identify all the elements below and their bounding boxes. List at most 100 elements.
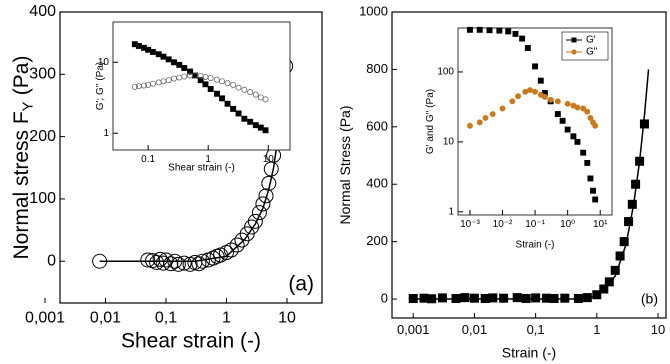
data-point: [505, 28, 512, 35]
x-tick-label: 1: [593, 322, 600, 337]
data-point: [512, 293, 522, 303]
x-tick-label: 0,001: [397, 322, 430, 337]
x-tick-label: 10⁻²: [493, 219, 513, 230]
y-axis-label-sub: Y: [20, 101, 36, 111]
data-point: [488, 293, 498, 303]
data-point: [223, 242, 239, 258]
y-tick-label: 300: [29, 66, 56, 83]
x-tick-label: 10⁰: [560, 219, 575, 230]
y-axis-label-unit: (Pa): [10, 56, 33, 96]
data-point: [560, 293, 570, 303]
data-point: [165, 56, 172, 63]
x-tick-label: 0,01: [462, 322, 487, 337]
data-point: [255, 196, 271, 212]
data-point: [224, 100, 231, 107]
panel: 0.1 1 10 1 10 Shear strain (-) G'; G'' (Pa): [95, 21, 291, 174]
annotation: (b): [641, 291, 658, 307]
data-point: [592, 290, 602, 300]
data-point: [486, 27, 493, 34]
data-point: [541, 93, 548, 100]
data-point: [262, 96, 269, 103]
x-tick-label: 0,1: [155, 309, 177, 326]
data-point: [624, 217, 634, 227]
data-point: [207, 86, 214, 92]
data-point: [244, 219, 260, 235]
data-point: [476, 26, 483, 33]
y-axis-label: Normal stress FY (Pa): [10, 56, 37, 260]
data-point: [207, 75, 214, 81]
x-tick-label: 0,01: [90, 309, 121, 326]
y-tick-label: 400: [29, 3, 56, 20]
y-axis-label-text: G'; G'' (Pa): [95, 62, 106, 111]
data-point: [181, 65, 188, 71]
data-point: [247, 118, 254, 125]
data-point: [482, 114, 489, 121]
x-tick-label: 0.1: [141, 154, 155, 165]
y-tick-label: 10: [443, 137, 455, 148]
data-point: [587, 175, 594, 182]
data-point: [149, 48, 156, 55]
data-point: [419, 293, 429, 303]
x-tick-label: 10¹: [593, 219, 608, 230]
data-point: [512, 30, 519, 37]
legend-label: G": [586, 47, 598, 58]
data-point: [592, 196, 599, 203]
data-point: [152, 251, 168, 267]
x-tick-label: 1: [205, 154, 211, 165]
data-point: [241, 86, 248, 93]
panel: 10⁻³ 10⁻² 10⁻¹ 10⁰ 10¹ 1 10 100 Strain (-) G' and…: [425, 26, 613, 251]
data-point: [580, 149, 587, 156]
data-point: [519, 35, 526, 42]
data-point: [235, 84, 242, 91]
data-point: [230, 105, 237, 112]
y-axis-label: Normal Stress (Pa): [337, 105, 353, 224]
data-point: [191, 72, 198, 79]
data-point: [181, 73, 188, 80]
data-point: [564, 126, 571, 133]
data-point: [155, 255, 171, 271]
data-point: [187, 68, 194, 75]
data-point: [176, 61, 183, 68]
y-tick-label: 1000: [359, 3, 388, 18]
y-axis-label-text: Normal stress F: [10, 111, 33, 259]
data-point: [170, 256, 186, 272]
data-point: [197, 77, 204, 84]
data-point: [531, 293, 541, 303]
data-point: [176, 255, 192, 271]
data-point: [247, 89, 254, 96]
y-tick-label: 400: [366, 176, 388, 191]
data-point: [489, 111, 496, 117]
data-point: [584, 108, 591, 115]
data-point: [252, 122, 259, 129]
data-point: [570, 133, 577, 140]
data-point: [499, 105, 506, 112]
data-point: [230, 81, 237, 88]
data-point: [499, 293, 509, 303]
data-point: [140, 252, 156, 268]
data-point: [214, 76, 220, 83]
data-point: [165, 77, 172, 84]
y-tick-label: 600: [366, 118, 388, 133]
data-point: [466, 26, 473, 33]
y-tick-label: 10: [98, 57, 110, 68]
data-point: [191, 256, 207, 272]
data-point: [627, 199, 637, 209]
data-point: [135, 43, 142, 49]
fit-line: [413, 69, 650, 300]
y-tick-label: 100: [29, 190, 56, 207]
y-axis-label: G' and G'' (Pa): [425, 89, 436, 154]
data-point: [476, 119, 483, 126]
y-tick-label: 0: [47, 252, 56, 269]
data-point: [131, 83, 138, 90]
data-point: [229, 237, 245, 253]
data-point: [214, 90, 220, 97]
x-tick-label: 1: [222, 309, 231, 326]
data-point: [160, 53, 167, 60]
data-point: [587, 114, 594, 121]
x-tick-label: 10: [651, 322, 665, 337]
legend-label: G': [586, 35, 596, 46]
data-point: [219, 78, 225, 85]
data-point: [437, 293, 447, 303]
data-point: [241, 115, 248, 122]
